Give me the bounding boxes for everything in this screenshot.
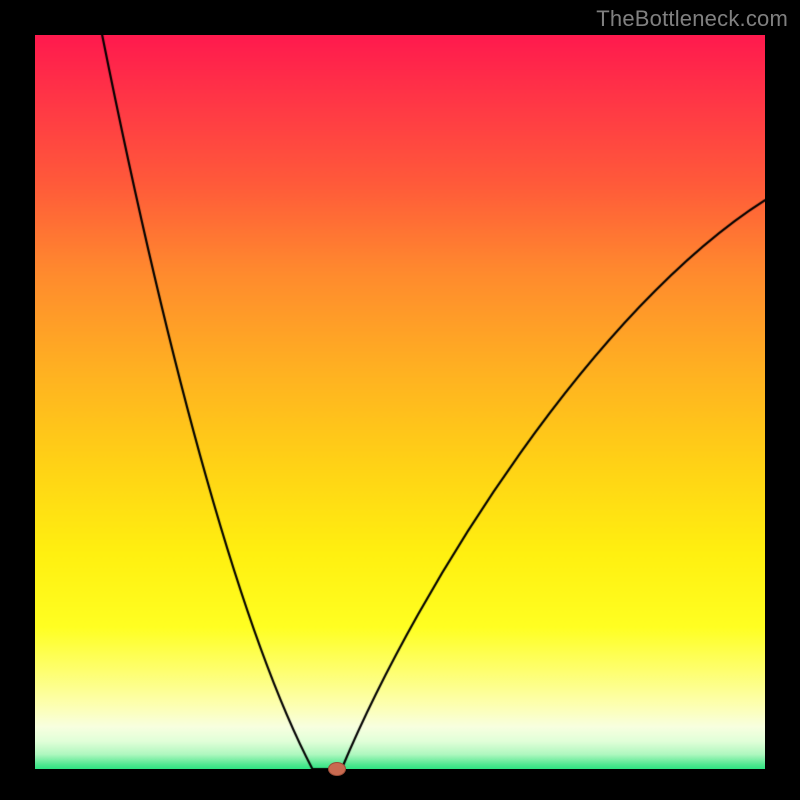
gradient-background bbox=[35, 35, 765, 775]
watermark-label: TheBottleneck.com bbox=[596, 6, 788, 32]
chart-frame bbox=[35, 35, 765, 775]
baseline-axis bbox=[35, 769, 765, 776]
chart-container: TheBottleneck.com bbox=[0, 0, 800, 800]
